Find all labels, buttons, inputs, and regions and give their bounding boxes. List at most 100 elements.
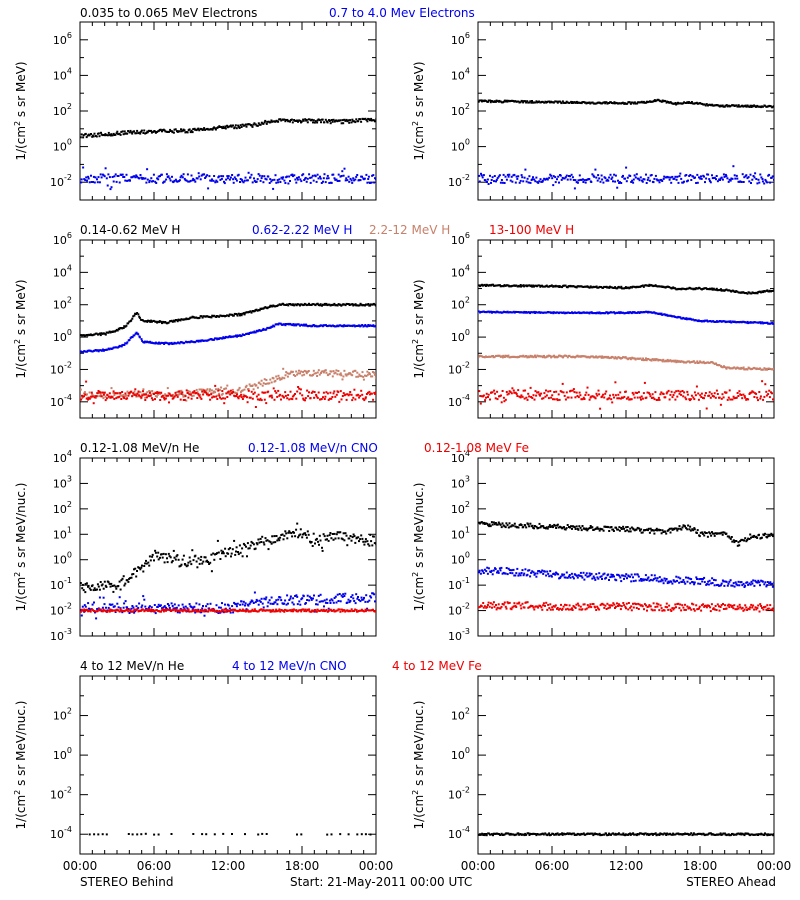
data-point xyxy=(756,367,759,370)
data-point xyxy=(575,100,578,103)
data-point xyxy=(206,603,209,606)
data-point xyxy=(632,181,635,184)
data-point xyxy=(660,312,663,315)
data-point xyxy=(342,392,345,395)
data-point xyxy=(360,375,363,378)
data-point xyxy=(588,286,591,289)
data-point xyxy=(675,288,678,291)
data-point xyxy=(171,131,174,134)
data-point xyxy=(101,610,104,613)
data-point xyxy=(246,542,249,545)
data-point xyxy=(597,355,600,358)
data-point xyxy=(711,395,714,397)
data-point xyxy=(722,105,725,108)
data-point xyxy=(266,326,269,329)
data-point xyxy=(330,397,333,400)
data-point xyxy=(599,180,602,183)
data-point xyxy=(549,101,551,104)
data-point xyxy=(736,290,739,293)
data-point xyxy=(208,338,211,341)
data-point xyxy=(547,285,550,288)
data-point xyxy=(368,599,371,602)
data-point xyxy=(720,288,722,291)
data-point xyxy=(715,104,718,106)
data-point xyxy=(736,105,739,108)
data-point xyxy=(83,391,86,394)
data-point xyxy=(216,394,219,397)
data-point xyxy=(127,322,130,325)
data-point xyxy=(171,605,174,607)
data-point xyxy=(562,311,565,314)
data-point xyxy=(690,102,692,105)
data-point xyxy=(145,132,148,134)
data-point xyxy=(258,174,261,177)
data-point xyxy=(665,392,668,395)
data-point xyxy=(135,174,138,177)
data-point xyxy=(142,388,145,391)
y-tick-label: 104 xyxy=(53,449,72,465)
data-point xyxy=(683,361,685,364)
data-point xyxy=(317,540,319,543)
data-point xyxy=(249,544,252,547)
data-point xyxy=(530,396,533,398)
data-point xyxy=(554,176,557,179)
data-point xyxy=(556,356,559,359)
data-point xyxy=(614,312,617,315)
data-point xyxy=(597,312,600,315)
data-point xyxy=(306,177,309,180)
data-point xyxy=(160,609,163,612)
data-point xyxy=(187,608,190,611)
data-point xyxy=(331,120,334,123)
data-point xyxy=(162,552,165,555)
data-point xyxy=(374,304,376,307)
data-point xyxy=(173,603,176,606)
data-point xyxy=(246,332,249,335)
data-point xyxy=(734,321,737,324)
data-point xyxy=(103,391,106,394)
data-point xyxy=(699,102,701,105)
data-point xyxy=(148,391,151,394)
data-point xyxy=(489,174,491,177)
data-point xyxy=(623,287,626,290)
y-tick-label: 106 xyxy=(53,31,72,47)
data-point xyxy=(137,313,140,316)
data-point xyxy=(256,386,259,389)
data-point xyxy=(148,605,151,608)
data-point xyxy=(150,129,153,132)
data-point xyxy=(168,555,171,558)
data-point xyxy=(215,179,218,182)
data-point xyxy=(237,551,239,553)
data-point xyxy=(178,179,181,182)
data-point xyxy=(108,610,111,613)
data-point xyxy=(336,593,339,596)
data-point xyxy=(133,568,135,571)
data-point xyxy=(123,602,126,605)
data-point xyxy=(165,341,168,344)
data-point xyxy=(98,349,101,352)
data-point xyxy=(699,394,702,397)
data-point xyxy=(548,354,551,357)
data-point xyxy=(253,608,256,611)
y-tick-label: 100 xyxy=(53,551,72,567)
data-point xyxy=(557,393,560,396)
data-point xyxy=(304,608,307,611)
data-point xyxy=(196,391,199,394)
data-point xyxy=(237,124,240,127)
data-point xyxy=(602,393,605,396)
data-point xyxy=(761,380,764,383)
data-point xyxy=(680,177,683,180)
data-point xyxy=(686,393,689,396)
data-point xyxy=(224,547,227,550)
data-point xyxy=(175,391,178,394)
data-point xyxy=(536,285,538,288)
data-point xyxy=(578,174,581,177)
data-point xyxy=(311,118,313,121)
data-point xyxy=(500,285,503,288)
y-tick-label: 106 xyxy=(451,31,470,47)
data-point xyxy=(364,324,367,326)
data-point xyxy=(315,395,318,398)
data-point xyxy=(265,379,268,381)
data-point xyxy=(96,588,98,591)
data-point xyxy=(266,120,269,123)
data-point xyxy=(349,324,352,327)
